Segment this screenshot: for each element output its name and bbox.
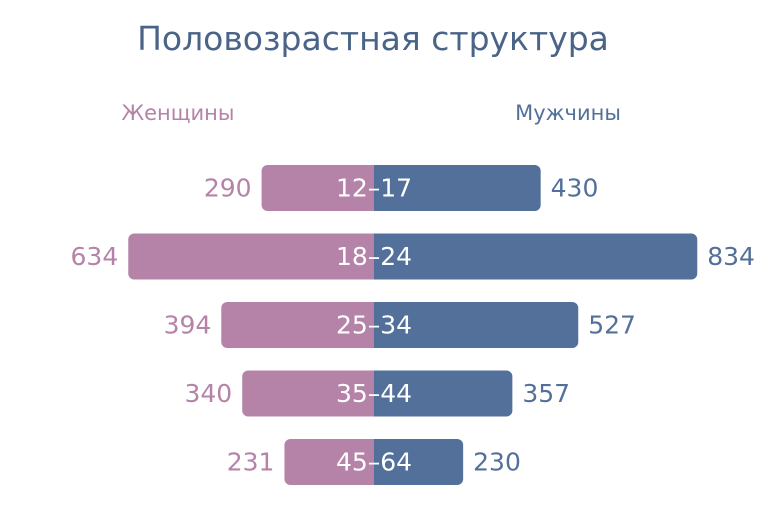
value-label-male: 527 — [588, 311, 636, 340]
category-label: 25–34 — [336, 311, 412, 340]
bar-female-edge — [368, 302, 374, 348]
bar-male-edge — [374, 233, 380, 280]
category-label: 45–64 — [336, 448, 412, 477]
bar-male-edge — [374, 165, 380, 211]
bar-male-25–34 — [374, 302, 579, 348]
bar-female-12–17 — [261, 165, 374, 211]
bar-male-18–24 — [374, 233, 698, 280]
value-label-female: 231 — [227, 448, 275, 477]
bar-male-edge — [374, 302, 380, 348]
value-label-male: 834 — [707, 242, 755, 271]
bar-male-45–64 — [374, 439, 464, 485]
bar-female-edge — [368, 370, 374, 417]
bar-female-edge — [368, 439, 374, 485]
bar-female-18–24 — [128, 233, 374, 280]
legend-female: Женщины — [121, 101, 234, 125]
bar-female-edge — [368, 165, 374, 211]
value-label-female: 340 — [184, 379, 232, 408]
bar-male-edge — [374, 439, 380, 485]
bar-female-35–44 — [242, 370, 374, 417]
value-label-female: 394 — [164, 311, 212, 340]
category-label: 18–24 — [336, 242, 412, 271]
value-label-female: 634 — [71, 242, 119, 271]
value-label-female: 290 — [204, 174, 252, 203]
category-label: 35–44 — [336, 379, 412, 408]
bars-group: 290 430 12–17 634 834 18–24 394 527 25–34 340 357 3… — [71, 165, 755, 485]
chart-title: Половозрастная структура — [137, 19, 609, 58]
bar-female-45–64 — [284, 439, 374, 485]
bar-female-25–34 — [221, 302, 374, 348]
value-label-male: 230 — [473, 448, 521, 477]
value-label-male: 357 — [522, 379, 570, 408]
bar-male-edge — [374, 370, 380, 417]
value-label-male: 430 — [551, 174, 599, 203]
category-label: 12–17 — [336, 174, 412, 203]
bar-female-edge — [368, 233, 374, 280]
bar-male-12–17 — [374, 165, 541, 211]
bar-male-35–44 — [374, 370, 513, 417]
legend-male: Мужчины — [515, 101, 621, 125]
